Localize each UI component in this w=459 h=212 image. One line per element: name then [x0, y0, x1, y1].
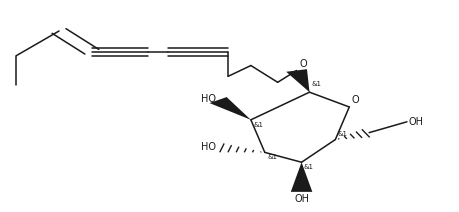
Text: &1: &1: [338, 131, 347, 137]
Text: &1: &1: [267, 154, 277, 160]
Polygon shape: [209, 97, 251, 120]
Polygon shape: [286, 69, 309, 92]
Text: &1: &1: [253, 122, 263, 128]
Text: OH: OH: [409, 117, 424, 127]
Text: HO: HO: [201, 94, 216, 104]
Text: &1: &1: [312, 81, 322, 87]
Text: HO: HO: [201, 142, 216, 152]
Text: OH: OH: [294, 194, 309, 204]
Polygon shape: [291, 162, 312, 192]
Text: O: O: [300, 59, 308, 69]
Text: &1: &1: [304, 164, 314, 170]
Text: O: O: [352, 95, 359, 105]
